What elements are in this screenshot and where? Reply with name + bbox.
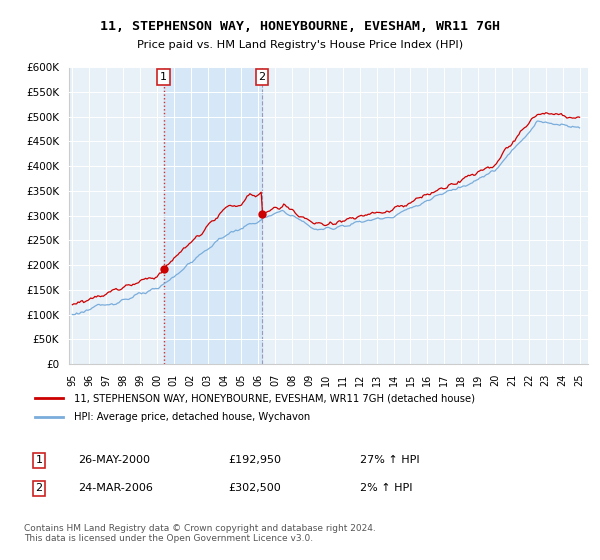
Text: 11, STEPHENSON WAY, HONEYBOURNE, EVESHAM, WR11 7GH: 11, STEPHENSON WAY, HONEYBOURNE, EVESHAM… [100, 20, 500, 32]
Text: 26-MAY-2000: 26-MAY-2000 [78, 455, 150, 465]
Text: 1: 1 [35, 455, 43, 465]
Text: 11, STEPHENSON WAY, HONEYBOURNE, EVESHAM, WR11 7GH (detached house): 11, STEPHENSON WAY, HONEYBOURNE, EVESHAM… [74, 393, 475, 403]
Text: 2: 2 [35, 483, 43, 493]
Text: Price paid vs. HM Land Registry's House Price Index (HPI): Price paid vs. HM Land Registry's House … [137, 40, 463, 50]
Text: 1: 1 [160, 72, 167, 82]
Text: HPI: Average price, detached house, Wychavon: HPI: Average price, detached house, Wych… [74, 412, 310, 422]
Bar [164, 67, 262, 364]
Text: £192,950: £192,950 [228, 455, 281, 465]
Text: 2% ↑ HPI: 2% ↑ HPI [360, 483, 413, 493]
Text: 2: 2 [259, 72, 266, 82]
Text: Contains HM Land Registry data © Crown copyright and database right 2024.
This d: Contains HM Land Registry data © Crown c… [24, 524, 376, 543]
Text: 27% ↑ HPI: 27% ↑ HPI [360, 455, 419, 465]
Text: £302,500: £302,500 [228, 483, 281, 493]
Text: 24-MAR-2006: 24-MAR-2006 [78, 483, 153, 493]
